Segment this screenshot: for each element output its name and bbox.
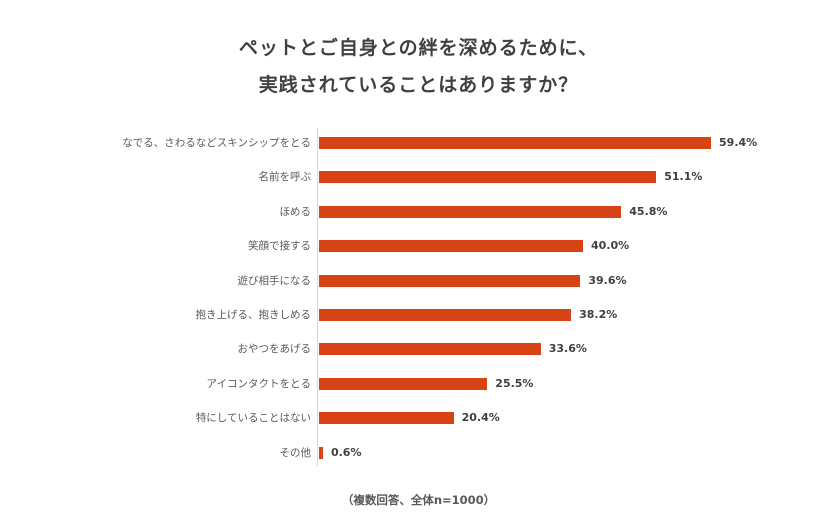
value-label: 0.6% <box>330 445 362 459</box>
value-label: 40.0% <box>591 239 630 253</box>
chart-title-line-2: 実践されていることはありますか？ <box>258 74 579 96</box>
bar-row: その他 0.6% <box>0 446 837 460</box>
y-axis-line <box>317 128 318 466</box>
bar-row: おやつをあげる 33.6% <box>0 342 837 356</box>
value-label: 33.6% <box>548 342 587 356</box>
bar <box>319 412 454 425</box>
value-label: 51.1% <box>664 170 703 184</box>
value-label: 45.8% <box>629 204 668 218</box>
bar-row: ほめる 45.8% <box>0 205 837 219</box>
bar <box>319 240 583 253</box>
bar <box>319 377 488 390</box>
category-label: 名前を呼ぶ <box>258 171 312 184</box>
value-label: 39.6% <box>588 273 627 287</box>
category-label: 特にしていることはない <box>195 412 311 425</box>
bar <box>319 205 622 218</box>
value-label: 59.4% <box>719 136 758 149</box>
category-label: ほめる <box>279 205 312 218</box>
bar-row: アイコンタクトをとる 25.5% <box>0 377 837 391</box>
bar-row: 抱き上げる、抱きしめる 38.2% <box>0 308 837 322</box>
bar <box>319 171 657 184</box>
category-label: なでる、さわるなどスキンシップをとる <box>122 137 311 149</box>
category-label: 抱き上げる、抱きしめる <box>195 309 312 321</box>
bar-row: 特にしていることはない 20.4% <box>0 411 837 425</box>
bar <box>319 446 323 459</box>
bar-row: 遊び相手になる 39.6% <box>0 274 837 288</box>
category-label: 遊び相手になる <box>237 274 312 287</box>
bar <box>319 137 712 149</box>
bar-row: 笑顔で接する 40.0% <box>0 239 837 253</box>
value-label: 20.4% <box>461 411 500 425</box>
bar-row: なでる、さわるなどスキンシップをとる 59.4% <box>0 136 837 150</box>
chart-title-line-1: ペットとご自身との絆を深めるために、 <box>238 37 599 59</box>
value-label: 25.5% <box>495 376 534 390</box>
category-label: その他 <box>279 446 312 459</box>
bar-row: 名前を呼ぶ 51.1% <box>0 170 837 184</box>
category-label: おやつをあげる <box>237 343 312 356</box>
bar <box>319 274 581 287</box>
category-label: 笑顔で接する <box>248 240 311 253</box>
footnote: （複数回答、全体n=1000） <box>341 493 496 507</box>
category-label: アイコンタクトをとる <box>206 377 311 390</box>
bar <box>319 343 541 356</box>
value-label: 38.2% <box>579 308 618 321</box>
bar <box>319 309 572 321</box>
